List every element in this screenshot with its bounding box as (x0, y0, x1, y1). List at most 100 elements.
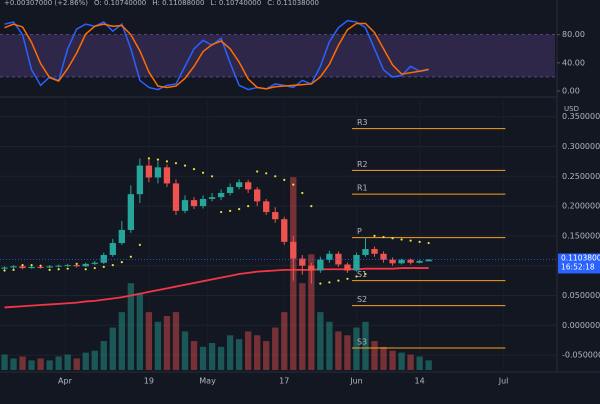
sar-dot (21, 263, 24, 267)
pivot-label: S2 (357, 295, 367, 304)
candle-body (398, 259, 405, 264)
sar-dot (174, 162, 178, 165)
sar-dot (256, 170, 259, 173)
last-price-box (558, 253, 600, 274)
volume-bar (199, 346, 207, 370)
sar-dot (301, 191, 304, 195)
sar-dot (138, 243, 141, 246)
header-text: O: 0.10740000 (94, 0, 146, 7)
sar-dot (102, 265, 105, 268)
sar-dot (292, 183, 295, 186)
candle-body (407, 259, 414, 263)
volume-bar (19, 356, 26, 370)
y-tick-label: 0.25000000 (562, 172, 600, 181)
volume-bar (46, 360, 53, 370)
sar-dot (409, 239, 412, 242)
volume-bar (335, 331, 342, 370)
candle-body (190, 200, 198, 207)
volume-bar (109, 327, 116, 370)
candle-body (245, 182, 252, 190)
sar-dot (111, 263, 114, 267)
volume-bar (362, 321, 369, 370)
candle-body (281, 219, 288, 242)
sar-dot (427, 241, 430, 245)
volume-bar (172, 312, 180, 370)
sar-dot (238, 207, 241, 211)
volume-bar (217, 346, 225, 370)
sar-dot (328, 281, 331, 284)
sar-dot (319, 282, 322, 285)
volume-bar (190, 341, 198, 370)
sar-dot (364, 272, 367, 276)
header-text: H: 0.11088000 (152, 0, 204, 7)
candle-body (416, 260, 423, 263)
candle-body (64, 265, 71, 267)
y-tick-label: 0.00000000 (562, 321, 600, 330)
sar-dot (373, 234, 376, 237)
candle-body (326, 253, 333, 260)
candle-body (299, 258, 306, 266)
volume-bar (281, 312, 288, 370)
header-text: L: 0.10740000 (210, 0, 261, 7)
candle-body (46, 266, 53, 268)
sar-dot (418, 240, 421, 243)
volume-bar (272, 327, 279, 370)
stoch-tick-label: 40.00 (562, 58, 585, 67)
x-tick-label: Jul (498, 377, 509, 386)
stoch-line (4, 22, 429, 90)
candle-body (172, 183, 180, 211)
sar-dot (283, 178, 286, 181)
volume-bar (235, 339, 243, 370)
countdown-label: 16:52:18 (561, 263, 595, 272)
y-tick-label: 0.15000000 (562, 231, 600, 240)
candle-body (371, 249, 378, 254)
candle-body (109, 243, 116, 255)
y-tick-label: -0.05000000 (562, 351, 600, 360)
candle-body (163, 167, 171, 184)
candle-body (1, 267, 8, 269)
candle-body (272, 212, 279, 220)
sar-dot (57, 268, 60, 271)
volume-bar (91, 350, 98, 370)
volume-bar (416, 356, 423, 370)
volume-bar (254, 335, 261, 370)
volume-bar (118, 312, 125, 370)
sar-dot (210, 175, 214, 178)
candle-body (380, 253, 387, 260)
header-text: C: 0.11038000 (267, 0, 319, 7)
sar-dot (120, 261, 123, 264)
candle-body (37, 266, 44, 268)
sar-dot (219, 210, 223, 214)
candle-body (136, 165, 144, 195)
volume-bar (73, 358, 80, 370)
sar-dot (247, 204, 250, 208)
volume-bar (181, 331, 189, 370)
sar-dot (3, 269, 6, 272)
volume-bar (299, 283, 306, 370)
volume-bar (28, 360, 35, 370)
volume-bar (326, 321, 333, 370)
sar-dot (156, 158, 160, 161)
candle-body (389, 259, 396, 264)
candle-body (217, 192, 225, 198)
sar-dot (229, 209, 232, 212)
candle-body (353, 254, 360, 271)
volume-bar (10, 358, 17, 370)
currency-label: USD (564, 105, 579, 113)
last-price-label: 0.11038000 (561, 254, 600, 263)
volume-bar (136, 292, 144, 370)
candle-body (82, 263, 89, 267)
sar-dot (75, 262, 78, 266)
sar-dot (201, 171, 205, 174)
y-tick-label: 0.35000000 (562, 112, 600, 121)
sar-dot (382, 235, 385, 239)
sar-dot (39, 264, 42, 267)
volume-bar (64, 354, 71, 370)
pivot-label: R2 (357, 160, 368, 169)
sar-dot (192, 168, 196, 171)
candle-body (344, 264, 351, 271)
x-tick-label: Apr (58, 377, 73, 386)
sar-dot (346, 277, 349, 280)
